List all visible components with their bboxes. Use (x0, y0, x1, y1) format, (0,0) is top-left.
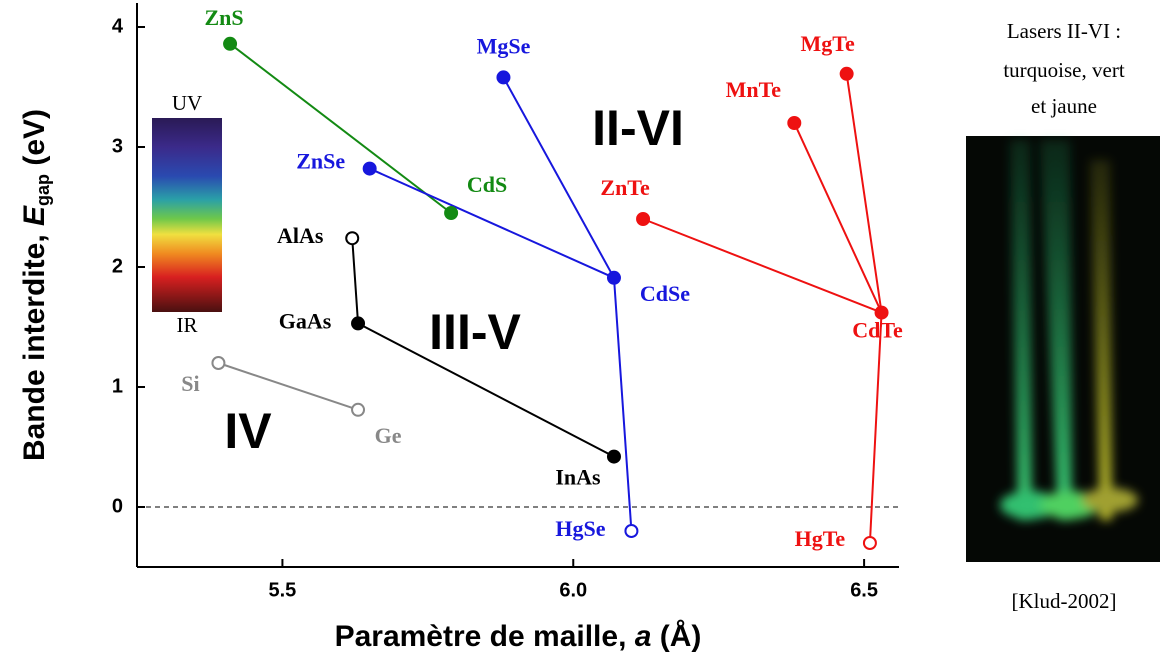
point-label: CdS (467, 172, 507, 197)
point (362, 161, 377, 176)
point-label: Ge (375, 423, 402, 448)
point-label: GaAs (279, 308, 332, 333)
point (351, 402, 366, 417)
point (496, 70, 511, 85)
point-label: ZnS (204, 5, 243, 30)
point (624, 524, 639, 538)
point-label: MgSe (477, 33, 531, 58)
y-tick-label: 1 (112, 375, 123, 397)
point (351, 316, 366, 331)
point-label: CdTe (852, 318, 903, 343)
point (211, 356, 226, 370)
curve (502, 76, 615, 279)
point-label: HgTe (795, 526, 846, 551)
x-tick-label: 6.0 (559, 579, 587, 601)
y-tick-label: 0 (112, 495, 123, 517)
point (606, 449, 621, 464)
point-label: ZnSe (296, 149, 345, 174)
point (839, 66, 854, 81)
y-tick-label: 3 (112, 135, 123, 157)
point-label: MnTe (726, 77, 782, 102)
group-label: II-VI (592, 100, 684, 156)
x-axis-label: Paramètre de maille, a (Å) (335, 620, 702, 653)
caption: Lasers II-VI : (1007, 19, 1121, 43)
curve (218, 362, 359, 411)
caption: et jaune (1031, 94, 1097, 118)
point-label: InAs (555, 465, 601, 490)
point (444, 206, 459, 220)
x-tick-label: 5.5 (269, 579, 297, 601)
curve (793, 122, 883, 314)
point-label: MgTe (801, 31, 855, 56)
point (787, 116, 802, 130)
curve (229, 43, 452, 214)
caption: turquoise, vert (1003, 58, 1124, 82)
point (636, 212, 651, 226)
point (606, 270, 621, 285)
point-label: AlAs (277, 223, 324, 248)
laser-photo (966, 136, 1160, 562)
x-tick-label: 6.5 (850, 579, 878, 601)
point-label: CdSe (640, 281, 690, 306)
point (874, 305, 889, 320)
point (345, 231, 360, 246)
point-label: ZnTe (600, 175, 650, 200)
group-label: IV (224, 403, 272, 459)
point (223, 36, 238, 51)
y-tick-label: 4 (112, 15, 124, 37)
y-tick-label: 2 (112, 255, 123, 277)
point-label: Si (181, 371, 199, 396)
curve (642, 218, 882, 314)
colorbar-top: UV (172, 91, 202, 115)
source: [Klud-2002] (1012, 589, 1117, 613)
colorbar (152, 118, 222, 312)
y-axis-label: Bande interdite, Egap (eV) (18, 109, 53, 461)
point (862, 536, 877, 550)
point-label: HgSe (555, 516, 605, 541)
group-label: III-V (429, 304, 521, 360)
colorbar-bottom: IR (177, 313, 198, 337)
